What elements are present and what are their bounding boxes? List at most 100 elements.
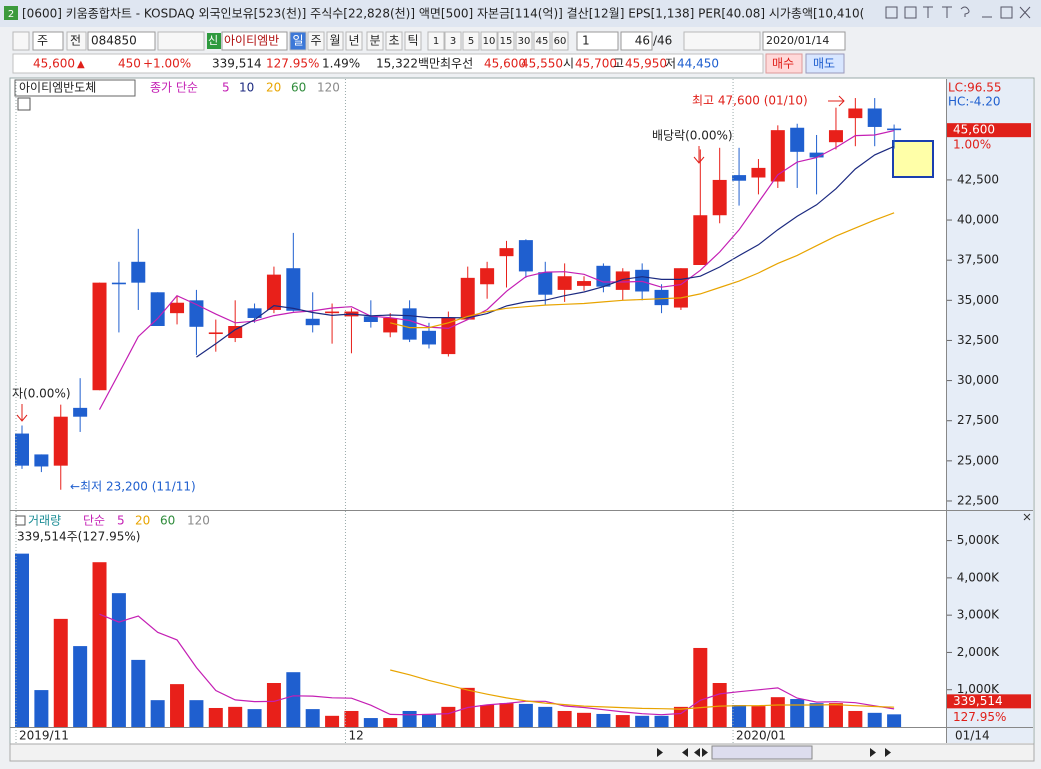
period[interactable]: 주 — [310, 34, 321, 48]
interval[interactable]: 1 — [433, 36, 439, 47]
button[interactable] — [960, 6, 970, 17]
legend-entry: 5 — [222, 81, 230, 95]
grid-icon[interactable] — [17, 97, 31, 111]
period-button[interactable] — [289, 31, 307, 51]
interval-button[interactable] — [533, 31, 551, 51]
date: 2020/01/14 — [766, 34, 829, 47]
interval-button[interactable] — [462, 31, 480, 51]
scroll-end[interactable] — [870, 748, 891, 757]
period[interactable]: 년 — [348, 34, 359, 48]
volume-bar — [770, 697, 785, 727]
current-date: 01/14 — [955, 729, 990, 743]
icon-buttons[interactable] — [683, 31, 761, 51]
interval-button[interactable] — [480, 31, 498, 51]
volume-bar — [266, 683, 281, 727]
hc: HC:-4.20 — [948, 95, 1001, 109]
interval[interactable]: 45 — [536, 36, 549, 47]
interval[interactable]: 60 — [554, 36, 567, 47]
button[interactable] — [942, 6, 952, 18]
period[interactable]: 분 — [369, 34, 380, 48]
period-button[interactable] — [385, 31, 403, 51]
scroll-start[interactable] — [681, 748, 688, 757]
ma-line — [390, 669, 895, 710]
interval-button[interactable] — [444, 31, 462, 51]
interval[interactable]: 5 — [468, 36, 474, 47]
prev-button[interactable]: 전 — [70, 34, 81, 48]
period-button[interactable] — [345, 31, 363, 51]
period-button[interactable] — [326, 31, 344, 51]
period-button[interactable] — [366, 31, 384, 51]
sell-button[interactable] — [805, 53, 845, 74]
candle-body — [34, 454, 49, 467]
volume-bar — [673, 706, 688, 727]
volume-bar — [402, 710, 417, 727]
candle-body — [266, 274, 281, 310]
scroll-mid[interactable] — [694, 748, 708, 757]
volume-bar — [790, 699, 805, 727]
button[interactable] — [1000, 6, 1013, 19]
x-tick-label: 2019/11 — [19, 729, 69, 743]
interval[interactable]: 15 — [500, 36, 513, 47]
y-tick-label: 3,000K — [957, 608, 1000, 622]
volume-bar — [596, 713, 611, 727]
interval-button[interactable] — [497, 31, 515, 51]
volume-bar — [499, 703, 514, 727]
candle-body — [809, 152, 824, 158]
period-button[interactable] — [404, 31, 422, 51]
candle-body — [460, 277, 475, 320]
interval-button[interactable] — [551, 31, 569, 51]
button[interactable] — [12, 31, 30, 51]
scroll-right[interactable] — [657, 748, 663, 757]
button[interactable] — [904, 6, 917, 19]
interval[interactable]: 30 — [518, 36, 531, 47]
turnover: 1.49% — [322, 57, 360, 71]
legend-entry: 20 — [266, 81, 281, 95]
icon-buttons[interactable] — [157, 31, 205, 51]
candle-body — [557, 276, 572, 290]
period[interactable]: 초 — [388, 34, 399, 48]
arrow — [16, 404, 28, 422]
period-button[interactable] — [307, 31, 325, 51]
legend-entry: 10 — [239, 81, 254, 95]
volume-bar — [480, 705, 495, 727]
candle-body — [577, 281, 592, 286]
button[interactable] — [923, 6, 933, 18]
page-input[interactable] — [620, 31, 653, 51]
dropdown[interactable] — [32, 31, 64, 51]
scroll-thumb[interactable] — [711, 745, 813, 760]
button[interactable] — [885, 6, 898, 19]
code-input[interactable] — [87, 31, 156, 51]
dropdown[interactable] — [576, 31, 619, 51]
scroll-bar[interactable] — [9, 743, 1035, 762]
volume-bar — [867, 712, 882, 727]
period[interactable]: 일 — [292, 34, 303, 48]
candle-body — [383, 317, 398, 333]
buy[interactable]: 매수 — [772, 57, 794, 71]
credit: 신 — [208, 34, 218, 47]
volume-bar — [712, 683, 727, 727]
buy-button[interactable] — [765, 53, 803, 74]
candle-body — [848, 108, 863, 119]
stock-title-box — [14, 79, 136, 97]
period[interactable]: 틱 — [407, 34, 418, 48]
arrow — [693, 146, 705, 164]
volume-bar — [383, 718, 398, 727]
button[interactable] — [66, 31, 87, 51]
date-input[interactable] — [762, 31, 846, 51]
volume-bar — [305, 709, 320, 727]
current-volume: 339,514 — [953, 694, 1003, 708]
interval[interactable]: 3 — [450, 36, 456, 47]
close-panel[interactable] — [1023, 513, 1031, 521]
ma-label: 단순 — [83, 514, 105, 528]
sell[interactable]: 매도 — [813, 57, 835, 71]
quote-box — [12, 53, 764, 74]
interval[interactable]: 10 — [483, 36, 496, 47]
interval-button[interactable] — [427, 31, 445, 51]
volume-bar — [325, 715, 340, 727]
button[interactable] — [1019, 6, 1031, 19]
interval-button[interactable] — [515, 31, 533, 51]
period[interactable]: 월 — [329, 34, 340, 48]
candle-body — [131, 261, 146, 283]
period-unit: 주 — [37, 34, 48, 48]
